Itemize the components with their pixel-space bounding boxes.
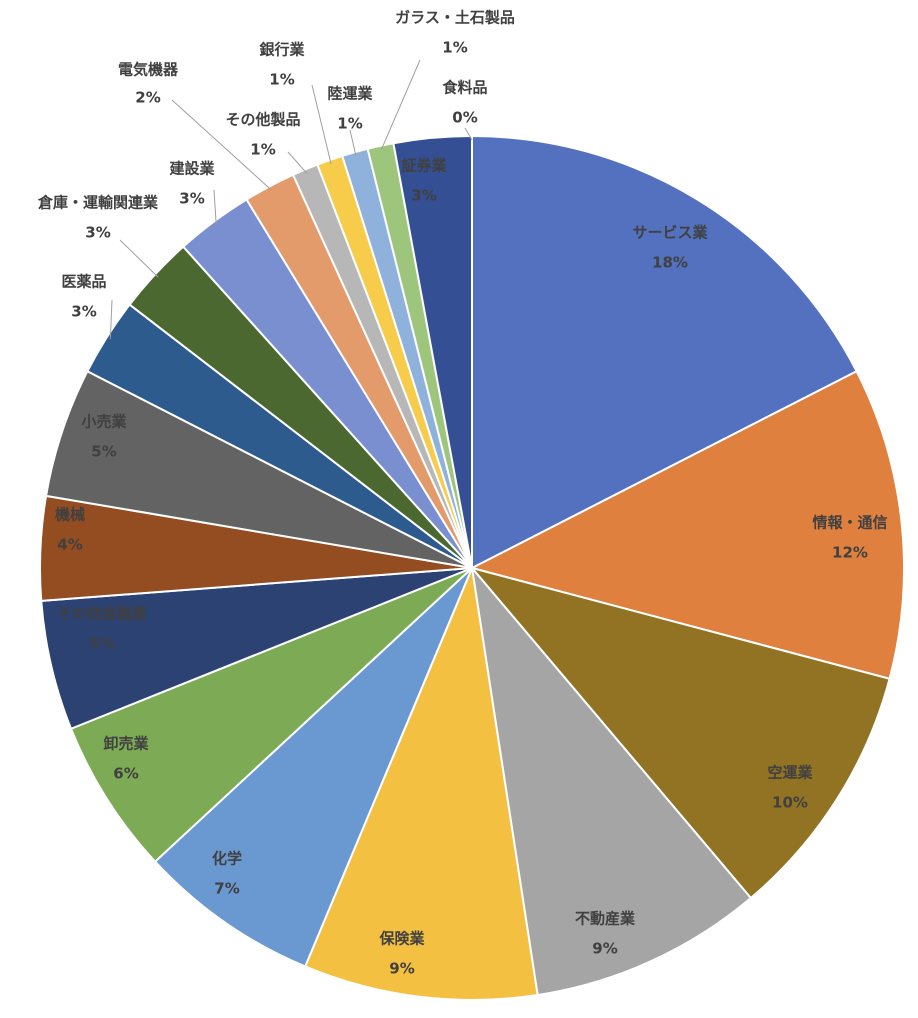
value-label: 1% xyxy=(337,115,362,133)
leader-line xyxy=(349,129,357,157)
value-label: 5% xyxy=(89,635,114,653)
pie-slice xyxy=(303,564,539,1001)
slice-label: 医薬品 xyxy=(61,273,106,291)
value-label: 7% xyxy=(214,880,239,898)
slice-label: 陸運業 xyxy=(327,85,373,103)
slice-label: 空運業 xyxy=(767,764,813,782)
slice-label: その他製品 xyxy=(225,111,300,129)
slice-label: 建設業 xyxy=(169,160,215,178)
pie-slice xyxy=(470,564,753,997)
slice-label: 証券業 xyxy=(401,157,447,175)
value-label: 3% xyxy=(71,303,96,321)
value-label: 1% xyxy=(250,141,275,159)
slice-label: 情報・通信 xyxy=(812,514,887,532)
slice-label: その他金融業 xyxy=(57,605,148,623)
leader-line xyxy=(380,59,421,150)
value-label: 9% xyxy=(592,940,617,958)
leader-line xyxy=(109,299,113,340)
value-label: 5% xyxy=(91,443,116,461)
leader-line xyxy=(287,151,308,174)
leader-line xyxy=(464,127,473,141)
leader-line xyxy=(311,84,332,164)
value-label: 9% xyxy=(389,960,414,978)
value-label: 0% xyxy=(452,109,477,127)
leader-line xyxy=(171,99,272,191)
slice-label: ガラス・土石製品 xyxy=(395,9,515,27)
slice-label: 電気機器 xyxy=(118,61,179,79)
slice-label: サービス業 xyxy=(632,224,708,242)
pie-slice xyxy=(153,567,473,968)
value-label: 1% xyxy=(442,39,467,57)
slice-label: 小売業 xyxy=(81,413,127,431)
value-label: 3% xyxy=(179,190,204,208)
pie-slice xyxy=(69,567,473,864)
value-label: 12% xyxy=(832,544,868,562)
value-label: 2% xyxy=(135,89,160,107)
leader-line xyxy=(213,189,217,225)
slice-label: 化学 xyxy=(212,850,242,868)
pie-slice xyxy=(469,566,891,900)
slice-label: 食料品 xyxy=(442,79,487,97)
value-label: 10% xyxy=(772,794,808,812)
value-label: 3% xyxy=(411,187,436,205)
value-label: 18% xyxy=(652,254,688,272)
value-label: 6% xyxy=(113,765,138,783)
pie-slice xyxy=(471,134,858,570)
slice-label: 機械 xyxy=(55,506,85,524)
pie-slice xyxy=(469,369,905,680)
slice-label: 保険業 xyxy=(378,930,425,948)
value-label: 4% xyxy=(57,536,82,554)
value-label: 1% xyxy=(269,71,294,89)
slice-label: 倉庫・運輸関連業 xyxy=(37,194,159,212)
leader-line xyxy=(119,239,159,278)
slice-label: 卸売業 xyxy=(103,735,149,753)
value-label: 3% xyxy=(85,224,110,242)
slice-label: 不動産業 xyxy=(575,910,636,928)
slice-label: 銀行業 xyxy=(259,41,305,59)
